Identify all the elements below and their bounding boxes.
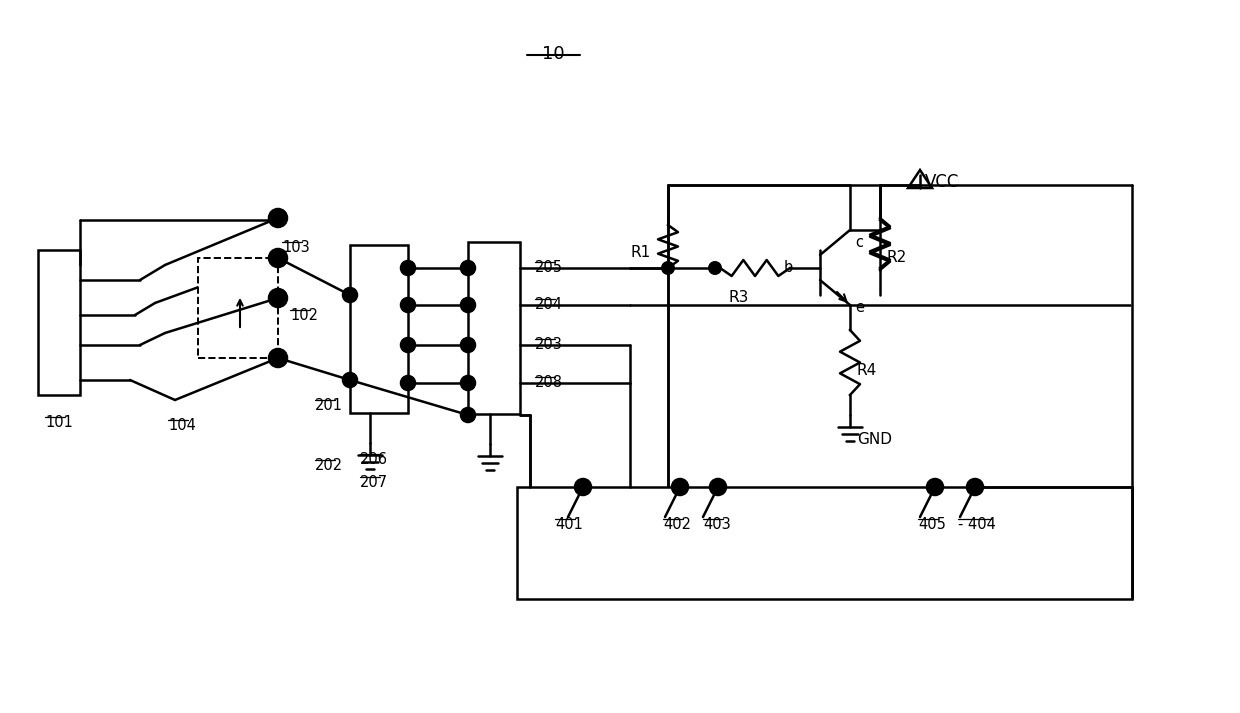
Text: VCC: VCC [925, 173, 960, 191]
Text: R1: R1 [630, 245, 650, 260]
Text: 102: 102 [290, 308, 317, 323]
Circle shape [461, 261, 475, 275]
Circle shape [461, 376, 475, 390]
Circle shape [928, 479, 942, 495]
Circle shape [967, 479, 983, 495]
Circle shape [269, 249, 286, 267]
Circle shape [711, 479, 725, 495]
Text: GND: GND [857, 432, 892, 447]
Text: 204: 204 [534, 297, 563, 312]
Text: R3: R3 [728, 290, 749, 305]
Text: e: e [856, 300, 864, 315]
Bar [467, 242, 520, 414]
Text: 401: 401 [556, 517, 583, 532]
Text: c: c [856, 235, 863, 250]
Text: 208: 208 [534, 375, 563, 390]
Text: 103: 103 [281, 240, 310, 255]
Circle shape [461, 408, 475, 422]
Circle shape [401, 298, 415, 312]
Circle shape [401, 376, 415, 390]
Text: 101: 101 [45, 415, 73, 430]
Circle shape [672, 479, 688, 495]
Text: 201: 201 [315, 398, 343, 413]
Text: 203: 203 [534, 337, 563, 352]
Circle shape [708, 261, 722, 275]
Circle shape [461, 338, 475, 352]
Circle shape [269, 209, 286, 227]
Text: R4: R4 [857, 363, 877, 378]
Text: - 404: - 404 [959, 517, 996, 532]
Text: 10: 10 [542, 45, 564, 63]
Text: b: b [784, 260, 794, 275]
Circle shape [401, 261, 415, 275]
Circle shape [661, 261, 675, 275]
Circle shape [461, 298, 475, 312]
Text: 405: 405 [918, 517, 946, 532]
Circle shape [269, 289, 286, 307]
Text: 205: 205 [534, 260, 563, 275]
Circle shape [575, 479, 591, 495]
Bar [198, 258, 278, 358]
Text: 202: 202 [315, 458, 343, 473]
Text: R2: R2 [887, 250, 908, 265]
Bar [350, 245, 408, 413]
Text: 206: 206 [360, 452, 388, 467]
Circle shape [343, 373, 357, 387]
Text: 104: 104 [167, 418, 196, 433]
Bar [38, 250, 81, 395]
Circle shape [343, 288, 357, 302]
Circle shape [401, 338, 415, 352]
Circle shape [269, 349, 286, 367]
Text: 207: 207 [360, 475, 388, 490]
Bar [517, 487, 1132, 599]
Text: 403: 403 [703, 517, 730, 532]
Text: 402: 402 [663, 517, 691, 532]
